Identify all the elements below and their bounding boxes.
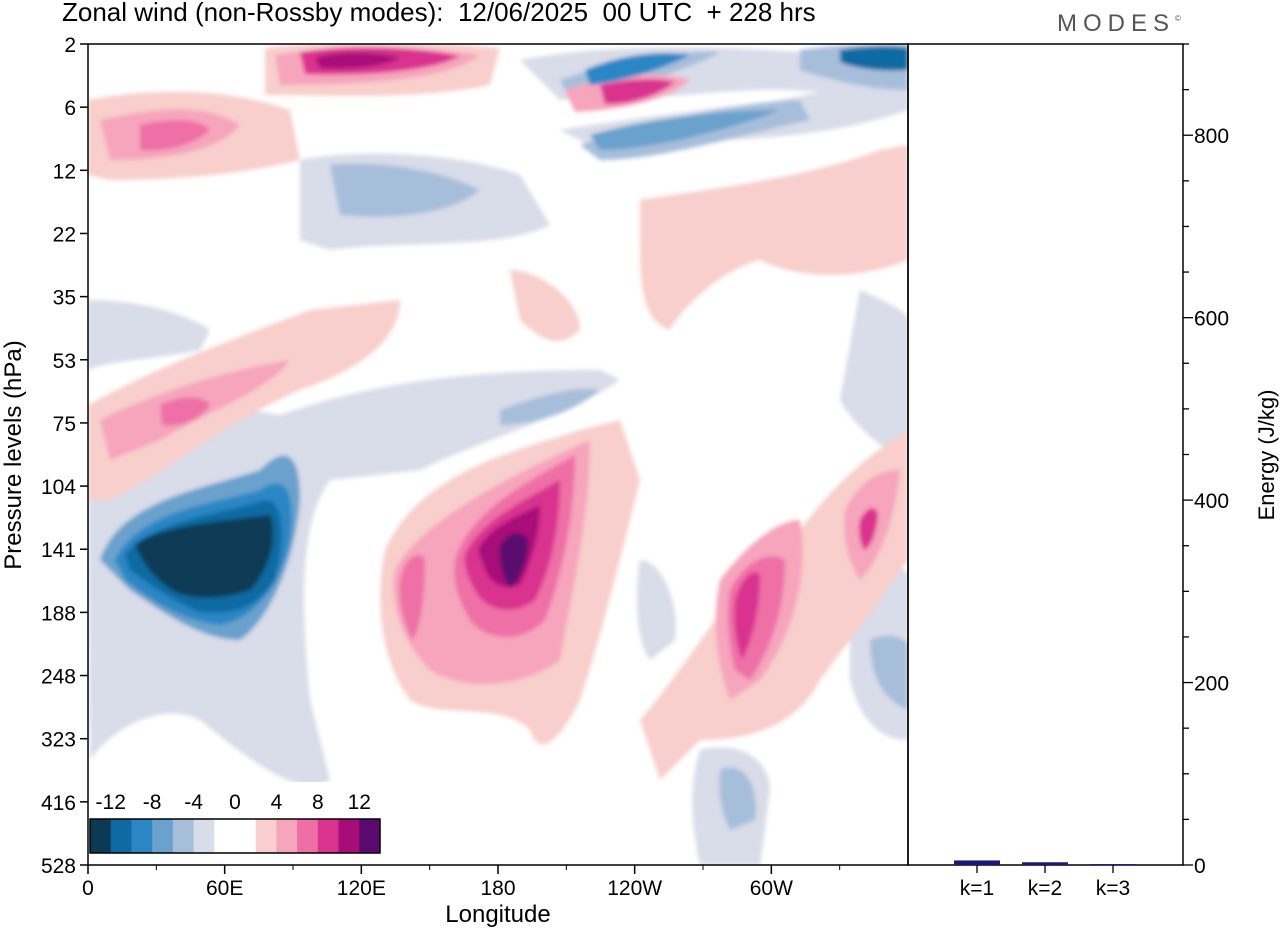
energy-bar [1090, 864, 1136, 866]
y-tick-label: 188 [41, 602, 76, 625]
x-tick-label: 120W [607, 877, 662, 900]
y-tick-label: 248 [41, 666, 76, 689]
y-tick-label: 6 [64, 97, 76, 120]
colorbar-cell [152, 819, 174, 853]
energy-bar [954, 860, 1000, 865]
colorbar-label: 12 [348, 791, 371, 814]
colorbar-label: -8 [143, 791, 162, 814]
contour-neg-level-2a [330, 163, 480, 217]
contour-pos-7 [510, 270, 580, 341]
contour-pos-4 [88, 300, 400, 500]
pressure-axis: 2 6 12 22 35 53 75 104 141 188 248 323 416 528 [41, 34, 88, 878]
colorbar-cell [235, 819, 257, 853]
longitude-axis: 0 60E 120E 180 120W 60W [82, 865, 841, 900]
x-axis-label: Longitude [445, 901, 550, 928]
y-tick-label: 12 [53, 160, 76, 183]
colorbar-cell [359, 819, 381, 853]
y-tick-label: 323 [41, 729, 76, 752]
y-tick-label: 2 [64, 34, 76, 57]
contour-neg-4 [840, 290, 908, 460]
contour-neg-level-2f [719, 767, 756, 830]
colorbar-cell [131, 819, 153, 853]
colorbar-cell [90, 819, 112, 853]
y-tick-label: 416 [41, 792, 76, 815]
colorbar: -12 -8 -4 0 4 8 12 [89, 782, 384, 864]
energy-tick-label: 200 [1194, 673, 1229, 696]
contour-pos-level-3f [140, 120, 210, 151]
y-tick-label: 75 [53, 413, 76, 436]
contour-pos-level-3e [600, 79, 675, 105]
energy-axis: 0 200 400 600 800 [1183, 43, 1229, 878]
colorbar-cell [338, 819, 360, 853]
contour-neg-core [135, 515, 274, 598]
colorbar-cell [193, 819, 215, 853]
contour-neg-level-3b [590, 110, 780, 150]
energy-axis-label: Energy (J/kg) [1254, 390, 1279, 521]
energy-bars: k=1 k=2 k=3 [954, 860, 1136, 900]
wind-contour-field [88, 44, 908, 865]
energy-tick-label: 800 [1194, 125, 1229, 148]
y-axis-label: Pressure levels (hPa) [0, 340, 27, 569]
contour-neg-level-3c [585, 53, 690, 85]
y-tick-label: 528 [41, 855, 76, 878]
contour-pos-level-3g [160, 397, 210, 426]
contour-pos-core [499, 533, 528, 588]
colorbar-cell [110, 819, 132, 853]
contour-pos-level-4b [734, 572, 760, 660]
y-tick-label: 22 [53, 223, 76, 246]
y-tick-label: 53 [53, 350, 76, 373]
y-tick-label: 141 [41, 539, 76, 562]
colorbar-cell [172, 819, 195, 853]
energy-panel-frame [907, 43, 1184, 866]
x-tick-label: 0 [82, 877, 94, 900]
energy-tick-label: 600 [1194, 308, 1229, 331]
energy-bar [1022, 862, 1068, 865]
colorbar-cell [317, 819, 340, 853]
contour-neg-level-2e [500, 388, 600, 425]
colorbar-cell [276, 819, 298, 853]
contour-pos-level-4d [315, 52, 400, 69]
chart-title: Zonal wind (non-Rossby modes): 12/06/202… [62, 0, 816, 27]
contour-neg-level-2g [870, 635, 908, 710]
colorbar-label: 4 [271, 791, 283, 814]
colorbar-cell [255, 819, 277, 853]
x-tick-label: 120E [337, 877, 386, 900]
colorbar-label: -12 [96, 791, 126, 814]
contour-neg-7 [88, 300, 210, 370]
colorbar-label: 0 [229, 791, 241, 814]
x-tick-label: 60E [206, 877, 243, 900]
contour-pos-level-3c [399, 555, 425, 640]
contour-neg-level-3d [840, 46, 908, 71]
y-tick-label: 35 [53, 287, 76, 310]
energy-bar-label: k=1 [960, 877, 994, 900]
energy-bar-label: k=2 [1028, 877, 1062, 900]
contour-pos-level-3h [859, 508, 878, 550]
contour-neg-8 [637, 560, 676, 660]
contour-neg-3 [88, 370, 620, 786]
energy-tick-label: 0 [1194, 855, 1206, 878]
colorbar-label: -4 [184, 791, 203, 814]
modes-logo: MODES© [1057, 10, 1181, 37]
energy-tick-label: 400 [1194, 490, 1229, 513]
energy-bar-label: k=3 [1096, 877, 1130, 900]
colorbar-cell [214, 819, 236, 853]
x-tick-label: 60W [750, 877, 793, 900]
colorbar-label: 8 [312, 791, 324, 814]
contour-pos-3 [640, 145, 908, 330]
y-tick-label: 104 [41, 476, 76, 499]
x-tick-label: 180 [480, 877, 515, 900]
colorbar-cell [297, 819, 319, 853]
